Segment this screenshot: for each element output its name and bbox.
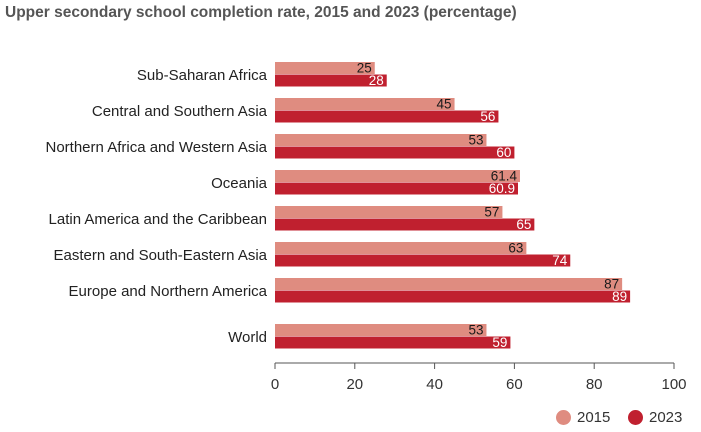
data-label-2023-northern-africa-and-western-asia: 60: [496, 145, 511, 160]
x-tick-label-0: 0: [271, 376, 279, 393]
data-label-2015-oceania: 61.4: [491, 169, 518, 184]
bar-2023-oceania: [275, 182, 518, 195]
data-label-2015-europe-and-northern-america: 87: [604, 277, 619, 292]
legend-swatch-2015: [556, 410, 571, 425]
data-label-2015-northern-africa-and-western-asia: 53: [468, 133, 483, 148]
data-label-2015-latin-america-and-the-caribbean: 57: [484, 205, 499, 220]
bar-2023-world: [275, 336, 511, 349]
legend-item-2023: 2023: [628, 409, 682, 426]
data-label-2015-eastern-and-south-eastern-asia: 63: [508, 241, 523, 256]
data-label-2015-world: 53: [468, 323, 483, 338]
bar-2015-world: [275, 324, 487, 336]
category-label-sub-saharan-africa: Sub-Saharan Africa: [137, 67, 268, 84]
data-label-2015-central-and-southern-asia: 45: [437, 97, 452, 112]
bar-2015-oceania: [275, 170, 520, 182]
bar-2023-eastern-and-south-eastern-asia: [275, 254, 571, 267]
data-label-2023-world: 59: [492, 335, 507, 350]
legend-item-2015: 2015: [556, 409, 610, 426]
category-label-latin-america-and-the-caribbean: Latin America and the Caribbean: [49, 211, 267, 228]
category-label-world: World: [228, 329, 267, 346]
bar-2015-sub-saharan-africa: [275, 62, 375, 74]
data-label-2023-latin-america-and-the-caribbean: 65: [516, 217, 531, 232]
data-label-2023-europe-and-northern-america: 89: [612, 289, 627, 304]
bar-2023-sub-saharan-africa: [275, 74, 387, 87]
legend-label-2015: 2015: [577, 409, 611, 426]
category-label-oceania: Oceania: [211, 175, 268, 192]
legend-swatch-2023: [628, 410, 643, 425]
x-tick-label-100: 100: [661, 376, 686, 393]
bar-2023-northern-africa-and-western-asia: [275, 146, 515, 159]
data-label-2023-sub-saharan-africa: 28: [369, 73, 384, 88]
bar-2015-northern-africa-and-western-asia: [275, 134, 487, 146]
x-tick-label-20: 20: [346, 376, 363, 393]
bar-2015-central-and-southern-asia: [275, 98, 455, 110]
legend-label-2023: 2023: [649, 409, 683, 426]
bar-2015-latin-america-and-the-caribbean: [275, 206, 503, 218]
data-label-2015-sub-saharan-africa: 25: [357, 61, 372, 76]
category-label-eastern-and-south-eastern-asia: Eastern and South-Eastern Asia: [54, 247, 268, 264]
category-label-northern-africa-and-western-asia: Northern Africa and Western Asia: [46, 139, 268, 156]
bar-2015-europe-and-northern-america: [275, 278, 623, 290]
category-label-europe-and-northern-america: Europe and Northern America: [69, 283, 268, 300]
data-label-2023-eastern-and-south-eastern-asia: 74: [552, 253, 568, 268]
bar-2023-latin-america-and-the-caribbean: [275, 218, 535, 231]
x-tick-label-40: 40: [426, 376, 443, 393]
x-tick-label-60: 60: [506, 376, 523, 393]
bar-2023-central-and-southern-asia: [275, 110, 499, 123]
bar-2023-europe-and-northern-america: [275, 290, 631, 303]
category-label-central-and-southern-asia: Central and Southern Asia: [92, 103, 268, 120]
data-label-2023-oceania: 60.9: [489, 181, 515, 196]
x-tick-label-80: 80: [586, 376, 603, 393]
chart-title: Upper secondary school completion rate, …: [5, 4, 517, 21]
data-label-2023-central-and-southern-asia: 56: [480, 109, 495, 124]
bar-2015-eastern-and-south-eastern-asia: [275, 242, 527, 254]
